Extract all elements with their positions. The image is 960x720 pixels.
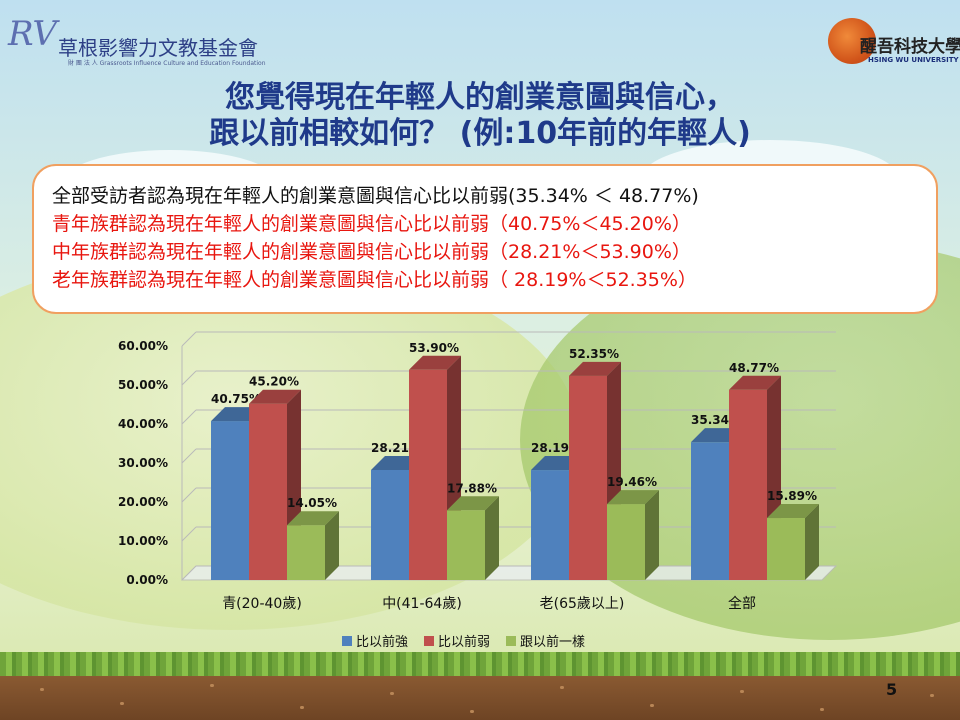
bar <box>447 510 485 580</box>
legend-swatch <box>424 636 434 646</box>
slide-title-line-1: 您覺得現在年輕人的創業意圖與信心， <box>225 80 735 115</box>
bar-top <box>409 355 461 370</box>
university-name: 醒吾科技大學 <box>860 37 960 57</box>
bar <box>691 442 729 580</box>
data-label: 35.34% <box>691 413 741 427</box>
legend-label: 跟以前一樣 <box>520 634 585 650</box>
summary-line-old: 老年族群認為現在年輕人的創業意圖與信心比以前弱（ 28.19%＜52.35%） <box>52 269 697 291</box>
grass-strip <box>0 652 960 680</box>
bar <box>569 375 607 580</box>
data-label: 45.20% <box>249 375 299 389</box>
data-label: 52.35% <box>569 347 619 361</box>
y-tick-label: 20.00% <box>118 495 168 509</box>
university-logo: 醒吾科技大學 HSING WU UNIVERSITY <box>828 8 960 68</box>
data-label: 28.19% <box>531 441 581 455</box>
bar-top <box>287 511 339 526</box>
gridline-depth <box>181 409 197 425</box>
data-label: 53.90% <box>409 341 459 355</box>
y-tick-label: 30.00% <box>118 456 168 470</box>
summary-line-all: 全部受訪者認為現在年輕人的創業意圖與信心比以前弱(35.34% ＜ 48.77%… <box>52 185 699 207</box>
bar-top <box>447 496 499 511</box>
x-tick-label: 青(20-40歲) <box>222 596 302 612</box>
data-label: 14.05% <box>287 496 337 510</box>
page-number: 5 <box>886 680 898 699</box>
data-label: 17.88% <box>447 481 497 495</box>
legend-swatch <box>506 636 516 646</box>
bar <box>371 469 409 580</box>
summary-box: 全部受訪者認為現在年輕人的創業意圖與信心比以前弱(35.34% ＜ 48.77%… <box>32 164 938 314</box>
bar-side <box>485 496 499 580</box>
data-label: 40.75% <box>211 392 261 406</box>
bar-side <box>805 504 819 580</box>
bar <box>767 518 805 580</box>
bar-top <box>569 361 621 376</box>
y-tick-label: 50.00% <box>118 378 168 392</box>
y-tick-label: 60.00% <box>118 339 168 353</box>
gridline-depth <box>181 448 197 464</box>
gridline-depth <box>181 526 197 542</box>
soil-strip <box>0 676 960 720</box>
summary-line-young: 青年族群認為現在年輕人的創業意圖與信心比以前弱（40.75%＜45.20%） <box>52 213 691 235</box>
bar-top <box>729 375 781 390</box>
bar <box>409 369 447 580</box>
bar <box>287 525 325 580</box>
university-subtitle: HSING WU UNIVERSITY <box>868 56 959 64</box>
bar-side <box>645 490 659 580</box>
data-label: 48.77% <box>729 361 779 375</box>
legend-label: 比以前弱 <box>438 634 490 650</box>
bar-side <box>325 511 339 580</box>
bar <box>607 504 645 580</box>
bar <box>249 403 287 580</box>
summary-line-middle: 中年族群認為現在年輕人的創業意圖與信心比以前弱（28.21%＜53.90%） <box>52 241 691 263</box>
bar <box>729 389 767 580</box>
bar-top <box>607 490 659 505</box>
y-tick-label: 0.00% <box>126 573 168 587</box>
university-emblem-icon <box>828 18 876 64</box>
slide-title: 您覺得現在年輕人的創業意圖與信心， 跟以前相較如何？ (例:10年前的年輕人) <box>0 80 960 152</box>
data-label: 15.89% <box>767 489 817 503</box>
data-label: 28.21% <box>371 441 421 455</box>
foundation-subtitle: 財 團 法 人 Grassroots Influence Culture and… <box>68 60 266 67</box>
gridline-depth <box>181 487 197 503</box>
gridline-depth <box>181 331 197 347</box>
gridline-depth <box>181 370 197 386</box>
legend-label: 比以前強 <box>356 634 408 650</box>
x-tick-label: 全部 <box>728 595 756 612</box>
foundation-name: 草根影響力文教基金會 <box>58 36 258 60</box>
bar-top <box>249 389 301 404</box>
x-tick-label: 老(65歲以上) <box>540 596 625 612</box>
bar-chart: 0.00% 10.00% 20.00% 30.00% 40.00% 50.00% 60.00… <box>118 331 838 650</box>
foundation-logo: RV 草根影響力文教基金會 財 團 法 人 Grassroots Influen… <box>8 10 266 70</box>
y-tick-label: 40.00% <box>118 417 168 431</box>
data-label: 19.46% <box>607 475 657 489</box>
bar <box>211 421 249 580</box>
y-tick-label: 10.00% <box>118 534 168 548</box>
legend-swatch <box>342 636 352 646</box>
bar <box>531 470 569 580</box>
foundation-logo-mark: RV <box>8 14 57 54</box>
slide-title-line-2: 跟以前相較如何？ (例:10年前的年輕人) <box>209 116 751 151</box>
x-tick-label: 中(41-64歲) <box>382 596 462 612</box>
bar-top <box>767 504 819 519</box>
